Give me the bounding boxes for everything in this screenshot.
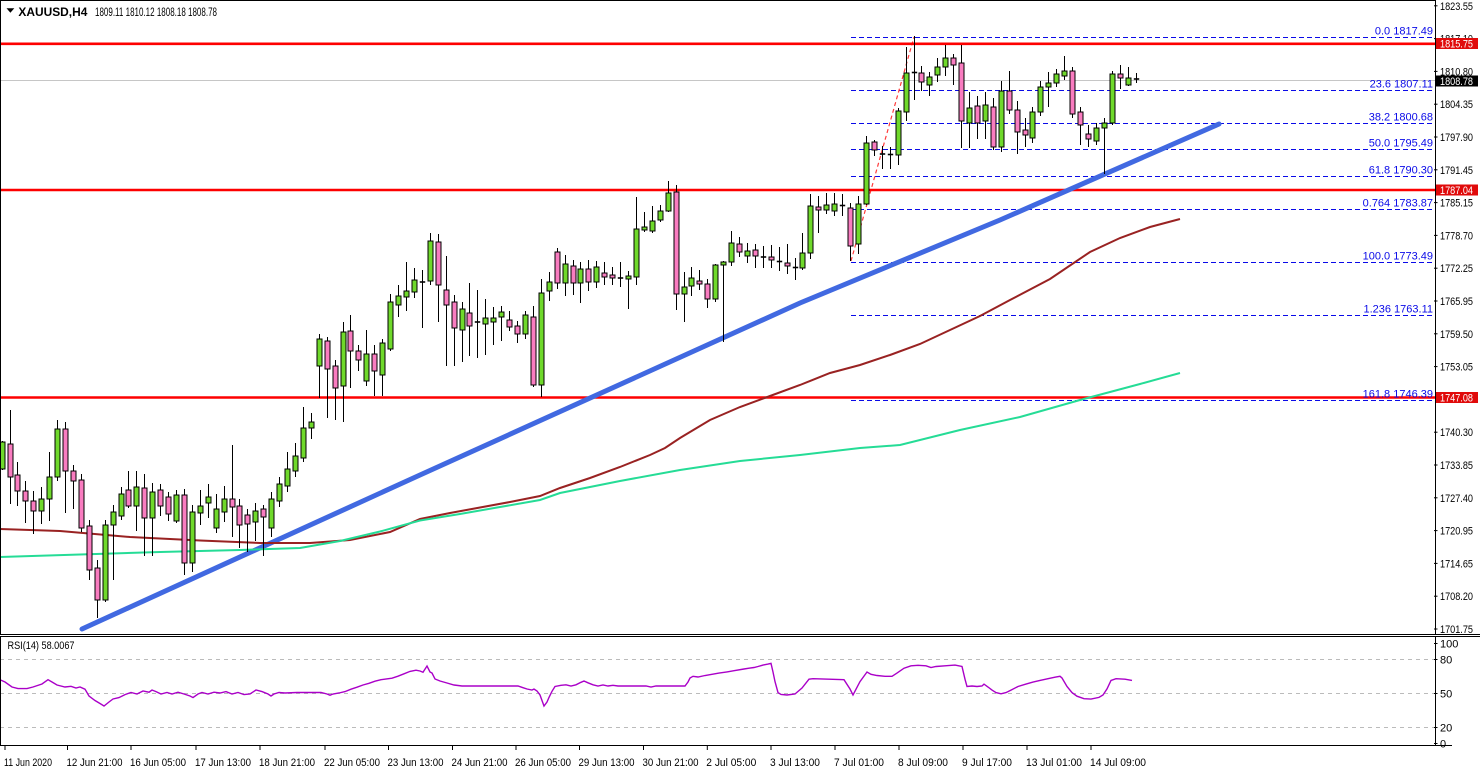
svg-text:1708.20: 1708.20	[1440, 591, 1473, 603]
svg-text:1787.04: 1787.04	[1440, 185, 1473, 197]
svg-text:1701.75: 1701.75	[1440, 624, 1473, 636]
svg-text:38.2 1800.68: 38.2 1800.68	[1369, 112, 1433, 124]
svg-text:RSI(14) 58.0067: RSI(14) 58.0067	[8, 640, 75, 652]
svg-text:24 Jun 21:00: 24 Jun 21:00	[452, 757, 508, 769]
svg-text:1759.50: 1759.50	[1440, 329, 1473, 341]
svg-text:23 Jun 13:00: 23 Jun 13:00	[388, 757, 444, 769]
svg-text:29 Jun 13:00: 29 Jun 13:00	[579, 757, 635, 769]
svg-text:80: 80	[1440, 655, 1452, 667]
svg-text:17 Jun 13:00: 17 Jun 13:00	[195, 757, 251, 769]
svg-text:1772.25: 1772.25	[1440, 263, 1473, 275]
svg-text:8 Jul 09:00: 8 Jul 09:00	[898, 757, 948, 769]
svg-text:1808.78: 1808.78	[1440, 76, 1473, 88]
svg-text:1804.35: 1804.35	[1440, 99, 1473, 111]
svg-text:50.0 1795.49: 50.0 1795.49	[1369, 138, 1433, 150]
svg-text:0.764 1783.87: 0.764 1783.87	[1363, 198, 1433, 210]
svg-text:161.8 1746.39: 161.8 1746.39	[1363, 389, 1433, 401]
svg-text:16 Jun 05:00: 16 Jun 05:00	[130, 757, 186, 769]
svg-text:26 Jun 05:00: 26 Jun 05:00	[515, 757, 571, 769]
svg-text:1740.30: 1740.30	[1440, 427, 1473, 439]
svg-text:1785.15: 1785.15	[1440, 198, 1473, 210]
svg-text:1714.65: 1714.65	[1440, 558, 1473, 570]
svg-text:18 Jun 21:00: 18 Jun 21:00	[259, 757, 315, 769]
svg-text:11 Jun 2020: 11 Jun 2020	[4, 757, 52, 769]
svg-text:0: 0	[1440, 739, 1446, 751]
svg-text:100.0 1773.49: 100.0 1773.49	[1363, 251, 1433, 263]
svg-text:14 Jul 09:00: 14 Jul 09:00	[1090, 757, 1146, 769]
svg-text:1765.95: 1765.95	[1440, 296, 1473, 308]
svg-text:1747.08: 1747.08	[1440, 393, 1473, 405]
svg-text:22 Jun 05:00: 22 Jun 05:00	[324, 757, 380, 769]
svg-text:7 Jul 01:00: 7 Jul 01:00	[834, 757, 884, 769]
svg-text:XAUUSD,H4: XAUUSD,H4	[18, 5, 87, 19]
svg-text:30 Jun 21:00: 30 Jun 21:00	[643, 757, 699, 769]
svg-text:1823.55: 1823.55	[1440, 1, 1473, 13]
svg-text:50: 50	[1440, 689, 1452, 701]
svg-text:1791.45: 1791.45	[1440, 165, 1473, 177]
svg-text:13 Jul 01:00: 13 Jul 01:00	[1026, 757, 1082, 769]
svg-text:100: 100	[1440, 639, 1458, 651]
svg-text:12 Jun 21:00: 12 Jun 21:00	[67, 757, 123, 769]
svg-text:1778.70: 1778.70	[1440, 230, 1473, 242]
svg-text:1.236 1763.11: 1.236 1763.11	[1363, 304, 1433, 316]
svg-text:1797.90: 1797.90	[1440, 132, 1473, 144]
svg-text:2 Jul 05:00: 2 Jul 05:00	[706, 757, 756, 769]
svg-text:1727.40: 1727.40	[1440, 493, 1473, 505]
svg-text:20: 20	[1440, 723, 1452, 735]
svg-text:1809.11 1810.12 1808.18 1808.7: 1809.11 1810.12 1808.18 1808.78	[95, 7, 217, 19]
svg-text:1733.85: 1733.85	[1440, 460, 1473, 472]
svg-text:1720.95: 1720.95	[1440, 526, 1473, 538]
svg-text:23.6 1807.11: 23.6 1807.11	[1370, 79, 1433, 91]
svg-text:1753.05: 1753.05	[1440, 362, 1473, 374]
svg-text:9 Jul 17:00: 9 Jul 17:00	[962, 757, 1012, 769]
svg-text:61.8 1790.30: 61.8 1790.30	[1369, 165, 1433, 177]
svg-text:1815.75: 1815.75	[1440, 39, 1473, 51]
svg-text:1810.80: 1810.80	[1440, 66, 1473, 78]
svg-text:3 Jul 13:00: 3 Jul 13:00	[770, 757, 820, 769]
svg-text:0.0 1817.49: 0.0 1817.49	[1375, 26, 1433, 38]
